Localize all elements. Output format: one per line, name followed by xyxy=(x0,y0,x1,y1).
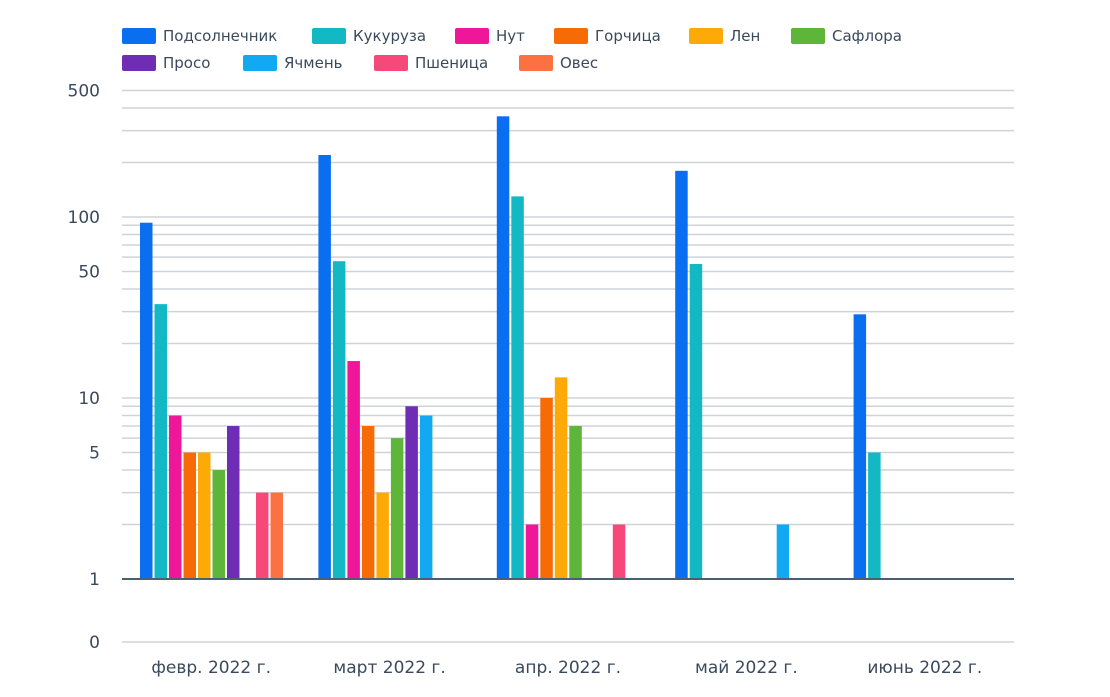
bar xyxy=(154,304,167,579)
legend: Подсолнечник Кукуруза Нут Горчица Лен Сафлора… xyxy=(122,27,902,72)
legend-label: Кукуруза xyxy=(353,27,426,45)
legend-label: Сафлора xyxy=(832,27,902,45)
legend-swatch xyxy=(791,28,825,44)
x-tick-label: март 2022 г. xyxy=(333,658,445,678)
bar xyxy=(256,492,269,579)
bar xyxy=(318,155,331,580)
bar xyxy=(612,524,626,579)
bar xyxy=(332,261,346,579)
legend-swatch xyxy=(312,28,346,44)
bar xyxy=(511,196,524,579)
legend-swatch xyxy=(122,28,156,44)
bar xyxy=(169,415,182,579)
legend-item: Сафлора xyxy=(791,27,902,45)
legend-item: Нут xyxy=(455,27,525,45)
x-tick-label: февр. 2022 г. xyxy=(151,658,271,678)
bar xyxy=(405,406,418,579)
bar xyxy=(853,314,867,579)
legend-swatch xyxy=(122,55,156,71)
bar xyxy=(183,452,196,579)
bar xyxy=(376,492,389,579)
bar xyxy=(270,492,283,579)
legend-swatch xyxy=(374,55,408,71)
bar xyxy=(540,398,553,579)
bar xyxy=(361,426,375,579)
legend-item: Лен xyxy=(689,27,760,45)
legend-label: Подсолнечник xyxy=(163,27,277,45)
bar xyxy=(212,470,225,579)
bars xyxy=(140,116,881,580)
bar xyxy=(554,377,568,579)
bar xyxy=(227,426,240,579)
legend-label: Лен xyxy=(730,27,760,45)
bar xyxy=(525,524,539,579)
x-tick-label: май 2022 г. xyxy=(695,658,798,678)
y-tick-label: 100 xyxy=(68,208,100,228)
legend-label: Нут xyxy=(496,27,525,45)
legend-item: Пшеница xyxy=(374,54,488,72)
x-axis: февр. 2022 г. март 2022 г. апр. 2022 г. май… xyxy=(122,578,1014,678)
bar xyxy=(675,170,688,580)
bar xyxy=(569,426,582,579)
y-tick-label: 5 xyxy=(89,443,100,463)
bar xyxy=(776,524,790,579)
legend-swatch xyxy=(689,28,723,44)
legend-swatch xyxy=(455,28,489,44)
legend-label: Горчица xyxy=(595,27,661,45)
bar xyxy=(689,263,703,579)
legend-swatch xyxy=(243,55,277,71)
bar xyxy=(390,438,404,579)
bar xyxy=(347,361,360,579)
x-tick-label: июнь 2022 г. xyxy=(867,658,982,678)
legend-label: Ячмень xyxy=(284,54,342,72)
legend-item: Овес xyxy=(519,54,598,72)
legend-label: Овес xyxy=(560,54,598,72)
x-tick-label: апр. 2022 г. xyxy=(515,658,621,678)
y-axis: 0 1 5 10 50 100 500 xyxy=(68,81,100,653)
legend-label: Пшеница xyxy=(415,54,488,72)
legend-item: Подсолнечник xyxy=(122,27,277,45)
bar xyxy=(198,452,211,579)
grid-lines xyxy=(122,89,1014,643)
legend-swatch xyxy=(554,28,588,44)
y-tick-label: 10 xyxy=(78,389,100,409)
y-tick-label: 50 xyxy=(78,262,100,282)
bar xyxy=(496,116,510,579)
legend-item: Ячмень xyxy=(243,54,342,72)
bar xyxy=(140,222,153,579)
y-tick-label: 500 xyxy=(68,81,100,101)
legend-swatch xyxy=(519,55,553,71)
legend-label: Просо xyxy=(163,54,210,72)
legend-item: Горчица xyxy=(554,27,661,45)
legend-item: Кукуруза xyxy=(312,27,426,45)
bar xyxy=(419,415,433,579)
y-tick-label: 1 xyxy=(89,570,100,590)
bar xyxy=(868,452,881,579)
y-tick-label: 0 xyxy=(89,633,100,653)
legend-item: Просо xyxy=(122,54,210,72)
